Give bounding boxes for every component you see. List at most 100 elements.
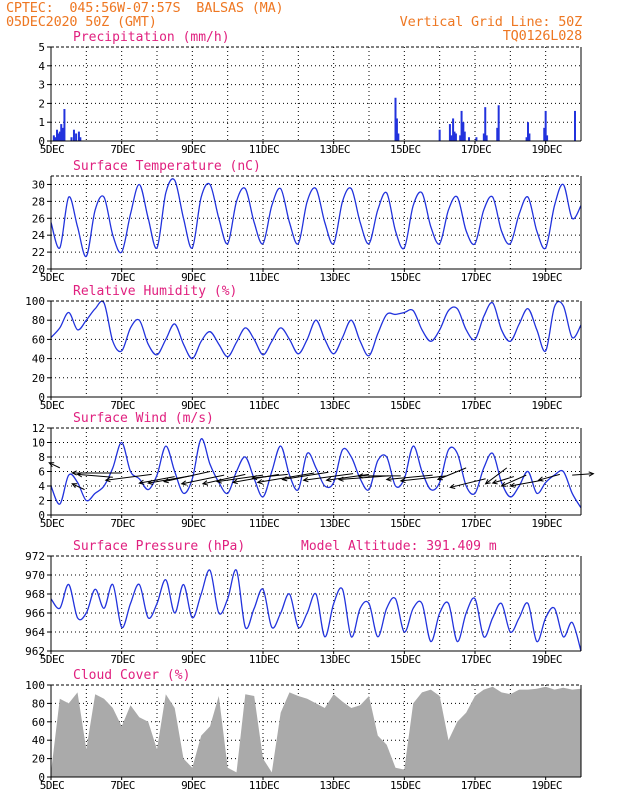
- wind-vector-shaft: [437, 467, 467, 480]
- wind-vector-head: [436, 475, 443, 481]
- ytick-label: 80: [32, 314, 45, 327]
- precip-bar: [57, 133, 60, 141]
- precip-bar: [543, 127, 546, 141]
- ytick-label: 0: [38, 391, 45, 404]
- wind-vector-shaft: [139, 476, 175, 484]
- wind-vector-head: [251, 474, 258, 481]
- ytick-label: 0: [38, 135, 45, 148]
- panel-cloud: 0 20 40 60 80 100 5DEC 7DEC 9DEC 11DEC 13DEC 15DEC 1…: [25, 668, 582, 792]
- ytick-label: 972: [25, 550, 45, 563]
- wind-vector-head: [256, 479, 263, 485]
- header-model-id: TQ0126L028: [502, 28, 582, 44]
- wind-vector-shaft: [501, 474, 527, 487]
- xtick-label: 13DEC: [319, 653, 350, 666]
- xtick-label: 11DEC: [249, 653, 280, 666]
- xtick-label: 5DEC: [40, 517, 65, 530]
- ytick-label: 1: [38, 116, 45, 129]
- xtick-label: 7DEC: [110, 399, 135, 412]
- precip-bar: [485, 135, 488, 141]
- wind-vector-head: [71, 470, 77, 476]
- wind-vector-head: [484, 479, 491, 485]
- panel-temp: 20 22 24 26 28 30 5DEC 7DEC 9DEC 11DEC 13DEC 15DEC 1…: [32, 159, 582, 284]
- header-datetime: 05DEC2020 50Z (GMT): [6, 14, 157, 30]
- precip-bar: [56, 129, 59, 141]
- precip-bar: [467, 137, 470, 141]
- ytick-label: 26: [32, 212, 45, 225]
- precip-bar: [454, 133, 457, 141]
- xtick-label: 11DEC: [249, 399, 280, 412]
- xtick-label: 11DEC: [249, 517, 280, 530]
- precip-bar: [459, 135, 462, 141]
- ytick-label: 5: [38, 41, 45, 54]
- wind-vector-head: [385, 476, 392, 482]
- xtick-label: 17DEC: [461, 399, 492, 412]
- xtick-label: 5DEC: [40, 779, 65, 792]
- panel-title-precip: Precipitation (mm/h): [73, 30, 230, 45]
- xtick-label: 19DEC: [531, 779, 562, 792]
- precip-bar: [452, 118, 455, 141]
- wind-vector-shaft: [77, 473, 113, 478]
- xtick-label: 5DEC: [40, 143, 65, 156]
- wind-vector-shaft: [572, 473, 594, 476]
- wind-vector-head: [537, 476, 544, 482]
- wind-vector-shaft: [510, 479, 543, 487]
- precip-bar: [395, 118, 398, 141]
- panel-pres: 962 964 966 968 970 972 5DEC 7DEC 9DEC 11DEC 13DEC…: [25, 539, 582, 666]
- wind-vector-head: [357, 473, 364, 479]
- header-station: CPTEC: 045:56W-07:57S BALSAS (MA): [6, 0, 284, 16]
- wind-vector-head: [201, 480, 208, 486]
- xtick-label: 9DEC: [181, 271, 206, 284]
- xtick-label: 19DEC: [531, 653, 562, 666]
- xtick-label: 7DEC: [110, 271, 135, 284]
- xtick-label: 9DEC: [181, 653, 206, 666]
- panel-precip: 0 1 2 3 4 5 5DEC 7DEC 9DEC 11DEC 13DEC 15DEC 17DEC 19…: [38, 30, 582, 156]
- wind-line: [51, 438, 581, 509]
- pres-line: [51, 569, 581, 651]
- wind-vector-head: [509, 482, 516, 488]
- wind-vector-shaft: [181, 474, 225, 485]
- xtick-label: 11DEC: [249, 779, 280, 792]
- ytick-label: 20: [32, 753, 45, 766]
- precip-bar: [450, 135, 453, 141]
- precip-bar: [453, 131, 456, 141]
- xtick-label: 17DEC: [461, 653, 492, 666]
- ytick-label: 20: [32, 263, 45, 276]
- precip-bar: [52, 135, 55, 141]
- ytick-label: 100: [25, 295, 45, 308]
- wind-vector-shaft: [400, 475, 447, 482]
- xtick-label: 7DEC: [110, 517, 135, 530]
- precip-bar: [484, 107, 487, 141]
- xtick-label: 9DEC: [181, 143, 206, 156]
- xtick-label: 7DEC: [110, 653, 135, 666]
- xtick-label: 9DEC: [181, 779, 206, 792]
- xtick-label: 13DEC: [319, 399, 350, 412]
- cloud-area: [51, 686, 581, 777]
- ytick-label: 28: [32, 195, 45, 208]
- xtick-label: 19DEC: [531, 271, 562, 284]
- precip-bar: [496, 127, 499, 141]
- wind-vector-head: [71, 483, 78, 489]
- xtick-label: 9DEC: [181, 517, 206, 530]
- xtick-label: 15DEC: [390, 653, 421, 666]
- precip-bar: [70, 137, 73, 141]
- wind-vector-shaft: [257, 472, 315, 483]
- ytick-label: 964: [25, 626, 45, 639]
- ytick-label: 0: [38, 509, 45, 522]
- wind-vector-head: [138, 479, 145, 485]
- precip-bar: [58, 131, 61, 141]
- xtick-label: 9DEC: [181, 399, 206, 412]
- wind-vector-shaft: [105, 473, 152, 481]
- precip-bar: [61, 127, 64, 141]
- precip-bar: [54, 137, 57, 141]
- precip-bar: [79, 137, 82, 141]
- xtick-label: 15DEC: [390, 779, 421, 792]
- precip-bar: [63, 109, 66, 141]
- ytick-label: 24: [32, 229, 46, 242]
- panel-title-wind: Surface Wind (m/s): [73, 411, 214, 426]
- xtick-label: 15DEC: [390, 271, 421, 284]
- xtick-label: 15DEC: [390, 399, 421, 412]
- wind-vector-shaft: [386, 474, 433, 480]
- wind-vector-head: [500, 481, 507, 487]
- wind-vector-shaft: [202, 473, 246, 485]
